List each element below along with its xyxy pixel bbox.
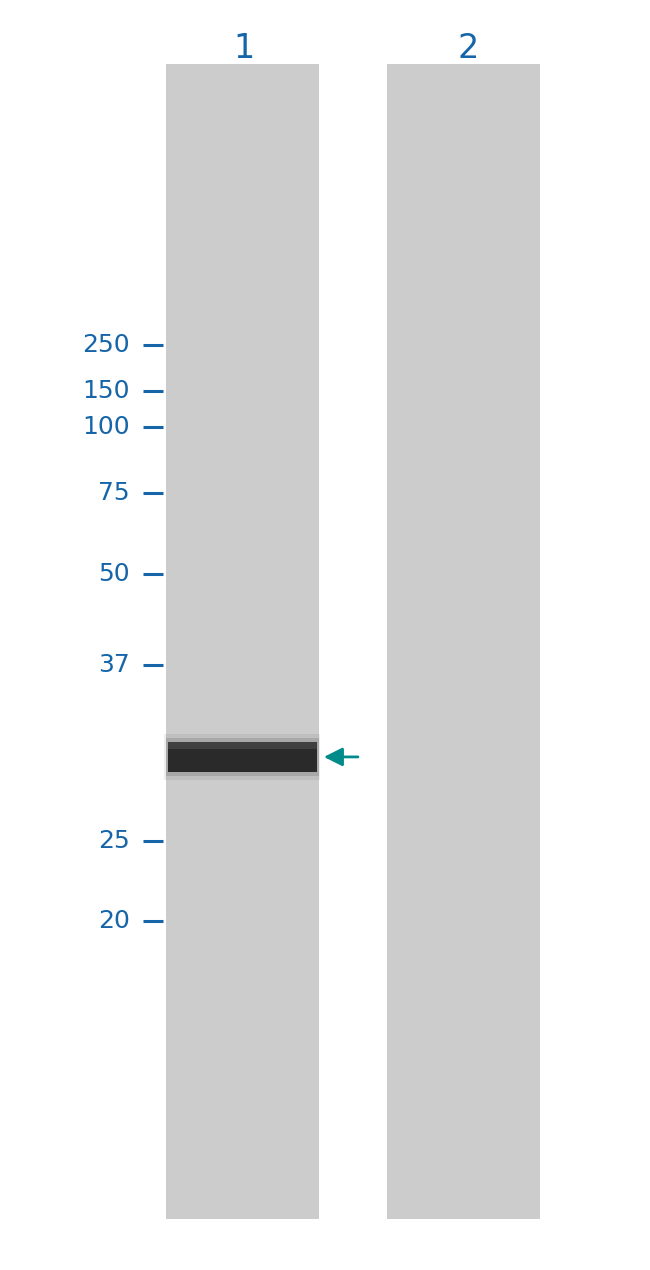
- Text: 150: 150: [83, 380, 130, 403]
- Text: 2: 2: [458, 32, 478, 65]
- Text: 37: 37: [98, 654, 130, 677]
- Text: 50: 50: [98, 563, 130, 585]
- Text: 100: 100: [83, 415, 130, 438]
- Bar: [164, 734, 320, 780]
- Bar: [168, 742, 317, 772]
- Bar: [168, 742, 317, 749]
- Text: 250: 250: [83, 334, 130, 357]
- Bar: [166, 64, 318, 1219]
- Text: 1: 1: [233, 32, 254, 65]
- Bar: [387, 64, 540, 1219]
- Text: 20: 20: [98, 909, 130, 932]
- Text: 75: 75: [98, 481, 130, 504]
- Bar: [166, 738, 318, 776]
- Text: 25: 25: [98, 829, 130, 852]
